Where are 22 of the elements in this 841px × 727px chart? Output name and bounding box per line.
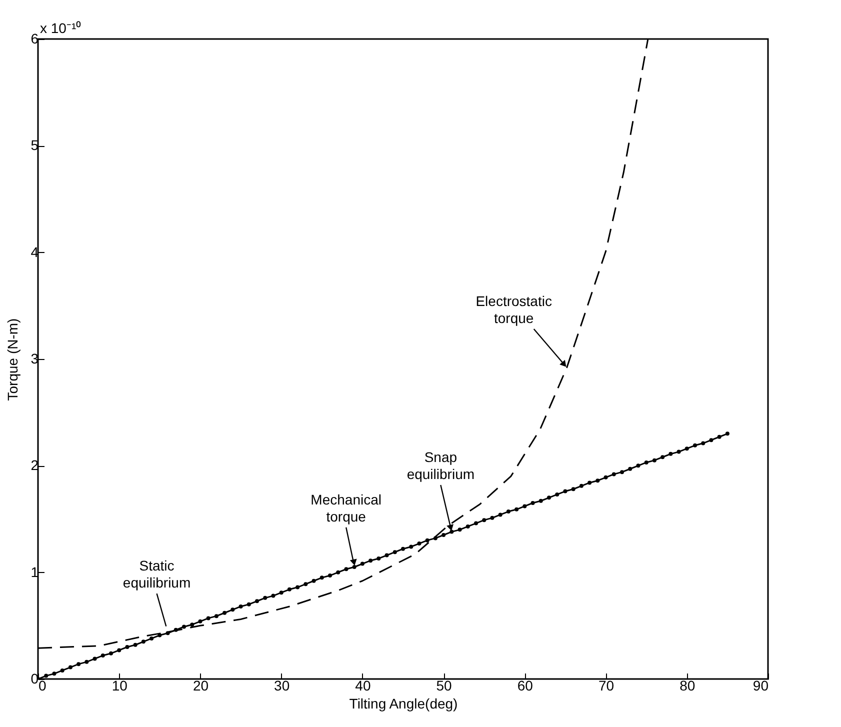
y-tick-label: 3: [30, 350, 39, 366]
text: x 10⁻¹⁰: [40, 20, 82, 36]
x-tick-label: 10: [112, 678, 128, 694]
y-axis-title: Torque (N-m): [4, 318, 21, 401]
y-tick-label: 2: [30, 457, 39, 474]
x-tick-label: 60: [517, 678, 534, 694]
y-tick-label: 5: [30, 137, 39, 154]
x-tick-label: 90: [752, 678, 769, 694]
annotation: Snap equilibrium: [406, 449, 475, 482]
x-tick-label: 20: [192, 678, 209, 694]
x-tick-label: 50: [436, 678, 452, 694]
annotation: Static equilibrium: [122, 558, 191, 591]
annotation: Electrostatic torque: [476, 293, 552, 326]
x-tick-label: 30: [274, 678, 290, 694]
annotation: Mechanical torque: [310, 491, 382, 524]
x-tick-label: 40: [355, 678, 371, 694]
x-axis-title: Tilting Angle(deg): [349, 696, 458, 712]
y-tick-label: 6: [30, 30, 39, 46]
x-tick-label: 70: [598, 678, 614, 694]
y-tick-label: 4: [30, 244, 39, 260]
x-tick-label: 80: [680, 678, 696, 694]
y-tick-label: 1: [30, 564, 39, 580]
